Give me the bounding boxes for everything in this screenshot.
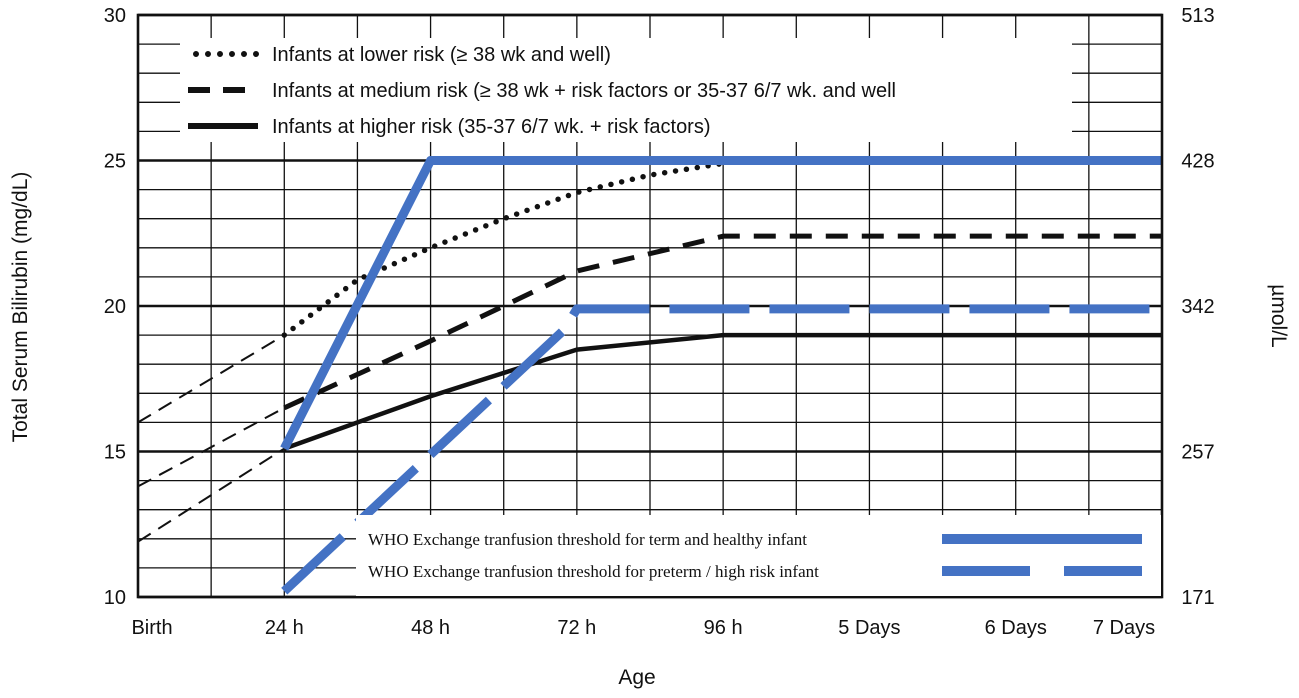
y-tick-label: 20 [104,296,126,318]
legend-top: Infants at lower risk (≥ 38 wk and well)… [180,38,1072,142]
legend-top-box [180,38,1072,142]
y2-tick-label: 342 [1181,296,1214,318]
series-2-extrapolation [137,447,285,543]
x-tick-label: 7 Days [1093,617,1155,639]
legend-label: Infants at medium risk (≥ 38 wk + risk f… [272,80,896,102]
y2-tick-label: 171 [1181,587,1214,609]
y2-axis-title: µmol/L [1267,284,1290,347]
y2-tick-label: 513 [1181,5,1214,27]
legend-label: Infants at higher risk (35-37 6/7 wk. + … [272,116,711,138]
series-layer [137,156,1162,595]
y-tick-label: 30 [104,5,126,27]
series-1-line [283,233,1162,411]
x-tick-label: 5 Days [838,617,900,639]
x-tick-label: 72 h [557,617,596,639]
plot-frame [136,13,1164,599]
legend-bottom-box [356,515,1161,596]
plot-border [136,13,1164,599]
series-3-line [280,156,1162,451]
x-tick-label: 6 Days [985,617,1047,639]
legend-label: Infants at lower risk (≥ 38 wk and well) [272,44,611,66]
x-tick-label: Birth [131,617,172,639]
y-tick-label: 15 [104,442,126,464]
series-0-extrapolation [137,334,285,424]
x-tick-label: 48 h [411,617,450,639]
y2-tick-label: 257 [1181,442,1214,464]
y-axis-title: Total Serum Bilirubin (mg/dL) [9,172,32,443]
series-2-line [283,332,1162,451]
series-1-extrapolation [137,406,285,488]
legend-label: WHO Exchange tranfusion threshold for te… [368,530,807,549]
y2-tick-label: 428 [1181,151,1214,173]
x-tick-label: 24 h [265,617,304,639]
tick-labels: 10 171 15 257 20 342 25 428 30 513 Birth 24 h 48 h 72… [104,5,1215,639]
x-tick-label: 96 h [704,617,743,639]
legend-label: WHO Exchange tranfusion threshold for pr… [368,562,819,581]
legend-bottom: WHO Exchange tranfusion threshold for te… [356,515,1161,596]
y-tick-label: 10 [104,587,126,609]
x-axis-title: Age [618,666,655,689]
y-tick-label: 25 [104,151,126,173]
